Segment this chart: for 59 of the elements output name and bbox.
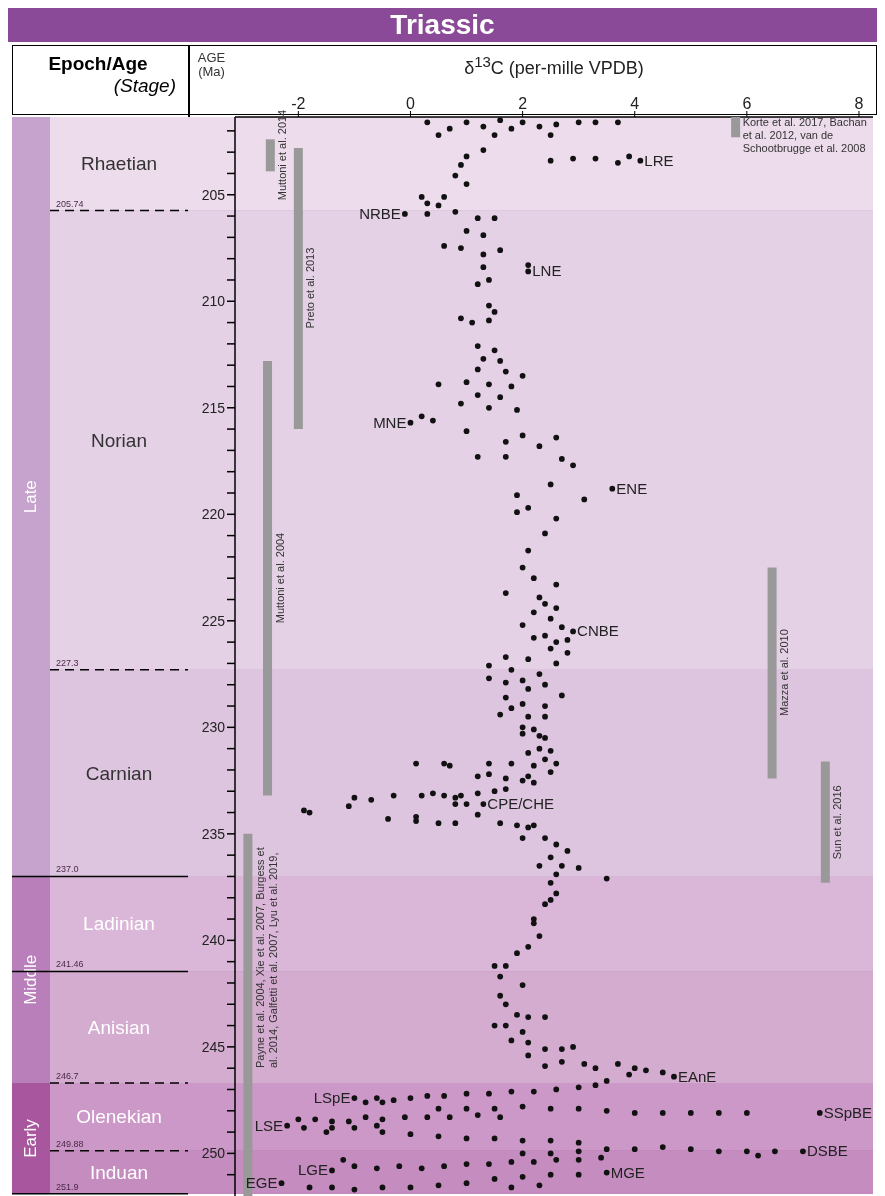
text: (Stage) xyxy=(112,75,176,97)
x-tick-label: 4 xyxy=(630,95,640,112)
x-tick-label: 2 xyxy=(518,95,528,112)
y-tick-label: 220 xyxy=(201,506,226,523)
band-label: Ladinian xyxy=(83,913,155,935)
x-tick-label: 8 xyxy=(854,95,864,112)
text: Epoch/Age xyxy=(47,53,149,75)
chart-title: Triassic xyxy=(8,8,877,42)
band-label: Late xyxy=(21,480,41,514)
annotation: EGE xyxy=(244,1174,278,1193)
series-label: Korte et al. 2017, Bachan et al. 2012, van de Schootbrugge et al. 2008 xyxy=(742,116,868,155)
text: Payne et al. 2004, Xie et al. 2007, Burgess et al. 2014, Galfetti et al. 2007, Lyu et al. 2019, xyxy=(253,846,280,1068)
ref-line-label: 249.88 xyxy=(56,1138,84,1149)
x-tick-label: -2 xyxy=(291,95,306,112)
annotation: CNBE xyxy=(577,622,620,641)
x-axis-title: δ$^{13}$C (per-mille VPDB) xyxy=(463,53,645,79)
band-label: Induan xyxy=(89,1161,149,1183)
ref-line-label: 237.0 xyxy=(56,864,79,875)
text: Sun et al. 2016 xyxy=(831,784,845,862)
annotation: MGE xyxy=(610,1163,646,1182)
annotation: LNE xyxy=(532,262,563,281)
band-label: Norian xyxy=(91,429,147,451)
ref-line-label: 205.74 xyxy=(56,198,84,209)
annotation: SSpBE xyxy=(823,1103,874,1122)
text: Muttoni et al. 2004 xyxy=(273,531,287,626)
annotation: CPE/CHE xyxy=(487,795,556,814)
y-tick-label: 225 xyxy=(201,612,226,629)
ref-line-label: 227.3 xyxy=(56,657,79,668)
band-label: Carnian xyxy=(85,762,153,784)
y-tick-label: 235 xyxy=(201,825,226,842)
y-tick-label: 240 xyxy=(201,932,226,949)
y-tick-label: 245 xyxy=(201,1038,226,1055)
annotation: LSpE xyxy=(312,1089,351,1107)
y-tick-label: 250 xyxy=(201,1145,226,1162)
x-tick-label: 6 xyxy=(742,95,752,112)
y-tick-label: 215 xyxy=(201,399,226,416)
ref-line-label: 251.9 xyxy=(56,1181,79,1192)
band-label: Middle xyxy=(21,954,41,1005)
ref-line-label: 246.7 xyxy=(56,1071,79,1082)
y-tick-label: 230 xyxy=(201,719,226,736)
band-label: Anisian xyxy=(87,1016,151,1038)
annotation: MNE xyxy=(372,413,407,432)
x-tick-label: 0 xyxy=(406,95,416,112)
band-label: Olenekian xyxy=(76,1106,162,1128)
annotation: DSBE xyxy=(806,1142,849,1161)
y-axis-title: AGE (Ma) xyxy=(196,50,227,79)
y-tick-label: 210 xyxy=(201,293,226,310)
band-label: Rhaetian xyxy=(80,153,158,175)
annotation: LRE xyxy=(644,151,675,170)
ref-line-label: 241.46 xyxy=(56,959,84,970)
annotation: NRBE xyxy=(358,204,401,223)
text: Preto et al. 2013 xyxy=(304,247,318,331)
annotation: LSE xyxy=(253,1116,284,1135)
y-tick-label: 205 xyxy=(201,186,226,203)
annotation: ENE xyxy=(616,479,649,498)
annotation: LGE xyxy=(297,1161,328,1179)
annotation: EAnE xyxy=(677,1067,718,1086)
text: Mazza et al. 2010 xyxy=(778,628,792,719)
band-label: Early xyxy=(21,1118,41,1158)
